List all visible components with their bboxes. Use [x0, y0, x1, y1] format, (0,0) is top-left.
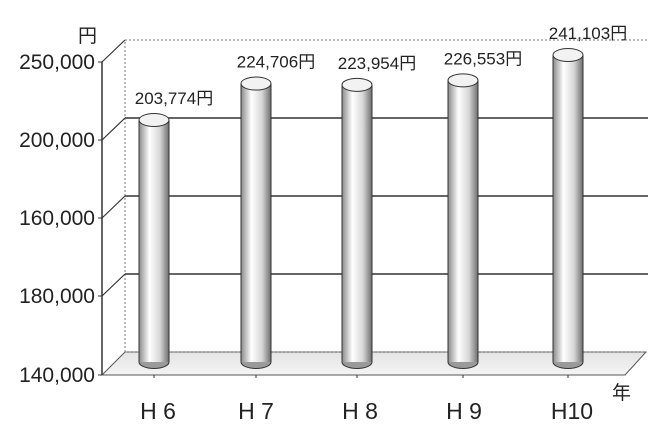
y-unit-label: 円: [78, 26, 97, 47]
category-label: H 8: [342, 398, 378, 424]
y-tick-label: 180,000: [19, 285, 95, 308]
category-label: H 9: [446, 398, 482, 424]
bar: [341, 77, 373, 369]
gridline-connector: [101, 195, 126, 219]
y-tick-label: 140,000: [19, 364, 95, 387]
value-label: 226,553円: [444, 49, 522, 68]
y-tick-label: 160,000: [19, 207, 95, 230]
bar-top: [447, 73, 479, 88]
x-unit-label: 年: [612, 382, 631, 404]
category-label: H 7: [238, 398, 274, 424]
bar: [447, 73, 479, 369]
bar: [552, 48, 584, 369]
bar: [138, 113, 170, 369]
y-tick-label: 200,000: [19, 129, 95, 152]
bar: [240, 76, 272, 369]
gridline-connector: [101, 273, 126, 297]
value-label: 224,706円: [237, 53, 315, 72]
bar-top: [240, 76, 272, 91]
bar-body: [553, 55, 583, 362]
y-axis-top-connector: [101, 39, 126, 63]
value-label: 223,954円: [338, 54, 416, 73]
bar-top: [552, 48, 584, 62]
bar-body: [241, 83, 271, 362]
bar-top: [341, 77, 373, 92]
bar-body: [139, 120, 169, 362]
bar-top: [138, 113, 170, 127]
value-label: 203,774円: [135, 89, 213, 108]
bar-body: [448, 80, 478, 362]
gridline-connector: [101, 117, 126, 141]
value-label: 241,103円: [549, 24, 627, 43]
category-label: H 6: [140, 398, 176, 424]
category-label: H10: [551, 398, 593, 424]
bar-body: [342, 84, 372, 363]
y-tick-label: 250,000: [19, 51, 95, 74]
